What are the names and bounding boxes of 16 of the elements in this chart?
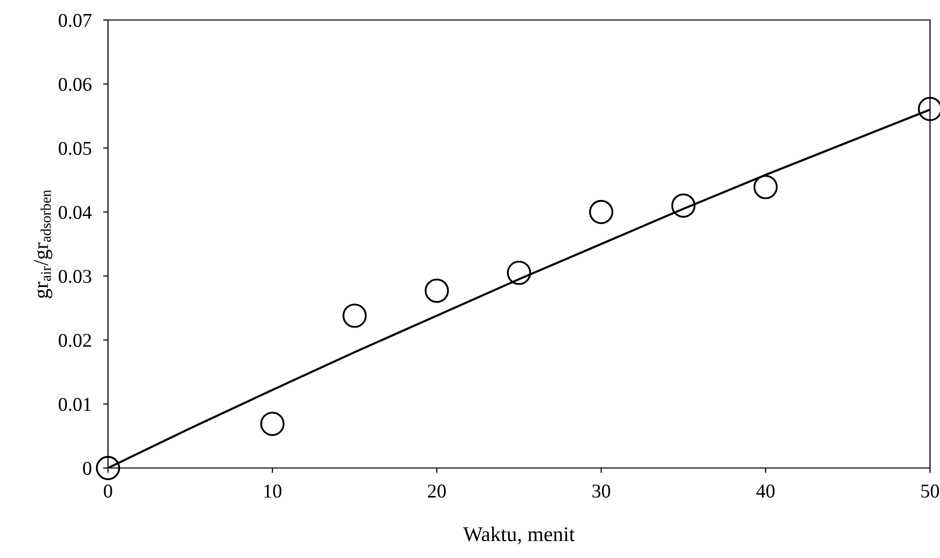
y-tick-label: 0.03	[58, 270, 92, 284]
x-tick-label: 10	[264, 484, 282, 498]
y-axis-title: gr$_{air}$/gr$_{adsorben}$	[34, 190, 52, 298]
y-tick-label: 0.07	[58, 14, 92, 28]
y-tick-label: 0.01	[58, 398, 91, 412]
x-tick-label: 40	[756, 484, 775, 498]
y-tick-label: 0.05	[58, 142, 92, 156]
y-tick-label: 0	[83, 462, 92, 475]
x-axis-title: Waktu, menit	[463, 526, 575, 544]
y-tick-label: 0.04	[58, 206, 92, 220]
x-tick-label: 30	[592, 484, 610, 498]
y-tick-label: 0.06	[58, 78, 92, 92]
y-tick-label: 0.02	[58, 334, 91, 348]
x-tick-label: 20	[428, 484, 446, 498]
x-tick-label: 0	[104, 484, 112, 498]
x-tick-label: 50	[921, 484, 939, 498]
